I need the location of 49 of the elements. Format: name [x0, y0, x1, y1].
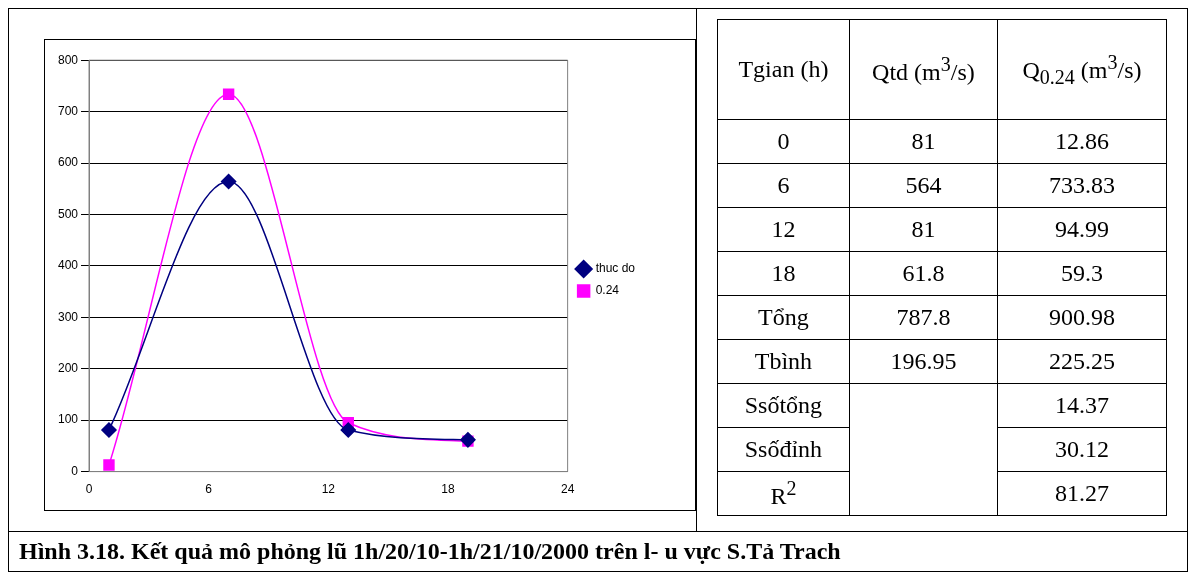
x-tick-label: 24	[560, 482, 575, 497]
text: 81	[849, 119, 998, 164]
text: R$^{2}$	[717, 471, 850, 516]
text: 18	[717, 251, 850, 296]
text: 81	[849, 207, 998, 252]
text: Q$_{0.24}$ (m$^{3}$/s)	[997, 19, 1167, 120]
text: 30.12	[997, 427, 1167, 472]
y-tick-label: 300	[57, 309, 79, 324]
text: 81.27	[997, 471, 1167, 516]
y-tick-label: 0	[71, 463, 79, 478]
y-tick-label: 600	[57, 155, 79, 170]
x-tick-label: 18	[441, 482, 455, 497]
text: 225.25	[997, 339, 1167, 384]
point	[222, 88, 235, 100]
text: Qtd (m$^{3}$/s)	[849, 19, 998, 120]
point	[101, 422, 117, 438]
legend-label: thuc do	[595, 261, 636, 276]
y-tick-label: 200	[57, 361, 79, 376]
text: Ssốđỉnh	[717, 427, 850, 472]
text: Ssốtổng	[717, 383, 850, 428]
text: Tbình	[717, 339, 850, 384]
text: 196.95	[849, 339, 998, 384]
text: 61.8	[849, 251, 998, 296]
point	[103, 459, 115, 471]
y-tick-label: 700	[57, 103, 79, 118]
y-tick-label: 500	[57, 206, 79, 221]
text: 12	[717, 207, 850, 252]
point	[220, 173, 237, 190]
x-tick-label: 6	[205, 482, 213, 497]
text: Tgian (h)	[717, 19, 850, 120]
text: 14.37	[997, 383, 1167, 428]
x-tick-label: 0	[85, 482, 93, 497]
text: 787.8	[849, 295, 998, 340]
text: Tổng	[717, 295, 850, 340]
text: 12.86	[997, 119, 1167, 164]
text: 6	[717, 163, 850, 208]
text: Hình 3.18. Kết quả mô phỏng lũ 1h/20/10-1h/21/10/2000 trên l- u vực S.Tả Trach	[19, 538, 842, 565]
y-tick-label: 800	[57, 52, 79, 67]
text: 733.83	[997, 163, 1167, 208]
x-tick-label: 12	[321, 482, 336, 497]
text: 564	[849, 163, 998, 208]
legend-label: 0.24	[595, 283, 620, 298]
text: 900.98	[997, 295, 1167, 340]
text: 59.3	[997, 251, 1167, 296]
point	[340, 422, 357, 438]
y-tick-label: 100	[57, 412, 79, 427]
text: 94.99	[997, 207, 1167, 252]
text: 0	[717, 119, 850, 164]
y-tick-label: 400	[57, 258, 79, 273]
